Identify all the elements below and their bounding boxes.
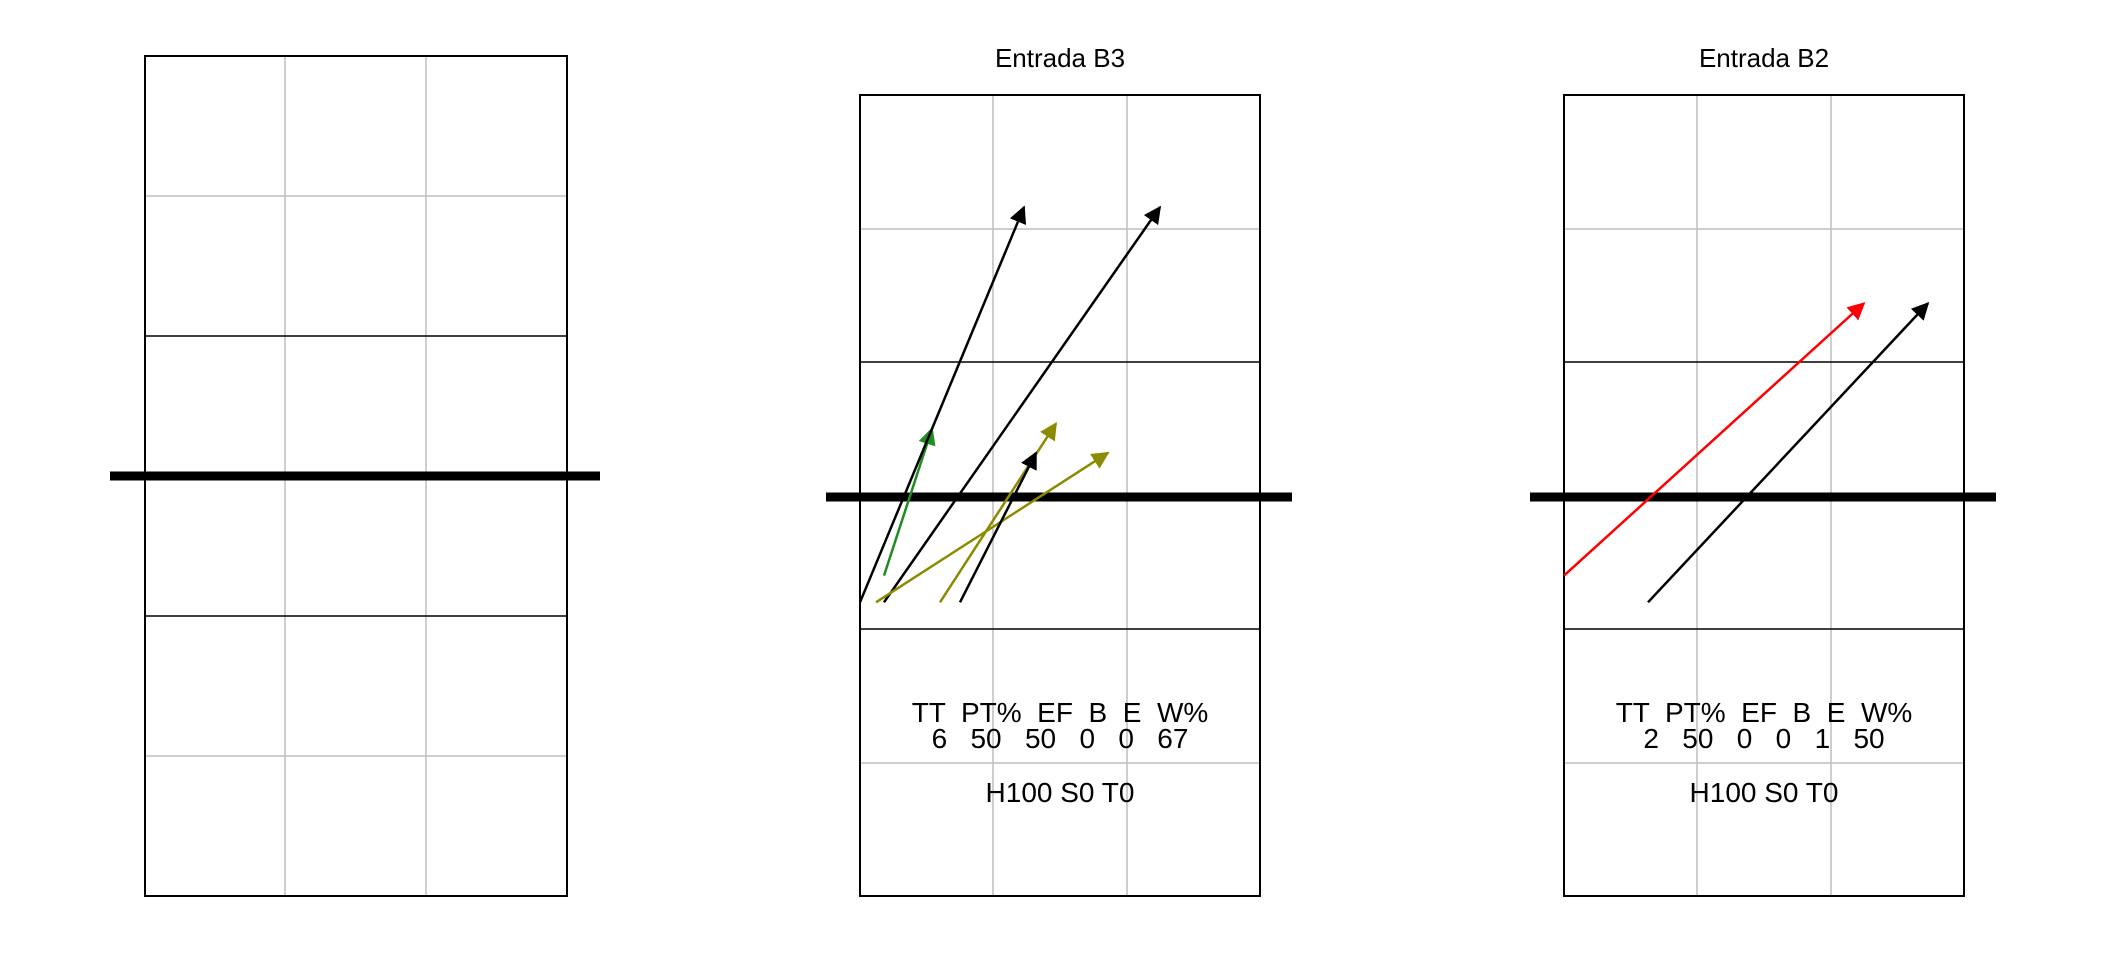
attack-arrow — [858, 205, 1027, 603]
court-panel-blank — [110, 55, 600, 897]
stats-values: 6 50 50 0 0 67 — [932, 723, 1189, 754]
stats-block: TT PT% EF B E W% 2 50 0 0 1 50 H100 S0 T… — [1616, 697, 1913, 808]
stats-footer: H100 S0 T0 — [986, 777, 1135, 808]
attack-arrow — [938, 421, 1058, 603]
court-lines — [860, 361, 1260, 630]
attack-arrow — [1647, 301, 1930, 604]
attack-arrow — [1563, 302, 1866, 577]
court-lines — [145, 335, 567, 617]
attack-arrow — [958, 451, 1038, 603]
attack-arrow — [882, 427, 936, 576]
stats-footer: H100 S0 T0 — [1690, 777, 1839, 808]
stats-header: TT PT% EF B E W% — [1616, 697, 1913, 728]
panel-title: Entrada B3 — [995, 43, 1125, 73]
court-panel-b3: Entrada B3 TT PT% EF B E W% 6 50 50 0 0 … — [826, 43, 1292, 897]
attack-arrows — [858, 205, 1162, 604]
attack-arrows — [1563, 301, 1930, 604]
stats-values: 2 50 0 0 1 50 — [1643, 723, 1884, 754]
stats-header: TT PT% EF B E W% — [912, 697, 1209, 728]
stats-block: TT PT% EF B E W% 6 50 50 0 0 67 H100 S0 … — [912, 697, 1209, 808]
court-panel-b2: Entrada B2 TT PT% EF B E W% 2 50 0 0 1 5… — [1530, 43, 1996, 897]
court-lines — [1564, 361, 1964, 630]
panel-title: Entrada B2 — [1699, 43, 1829, 73]
attack-arrow — [882, 205, 1162, 604]
attack-arrow — [875, 451, 1110, 604]
